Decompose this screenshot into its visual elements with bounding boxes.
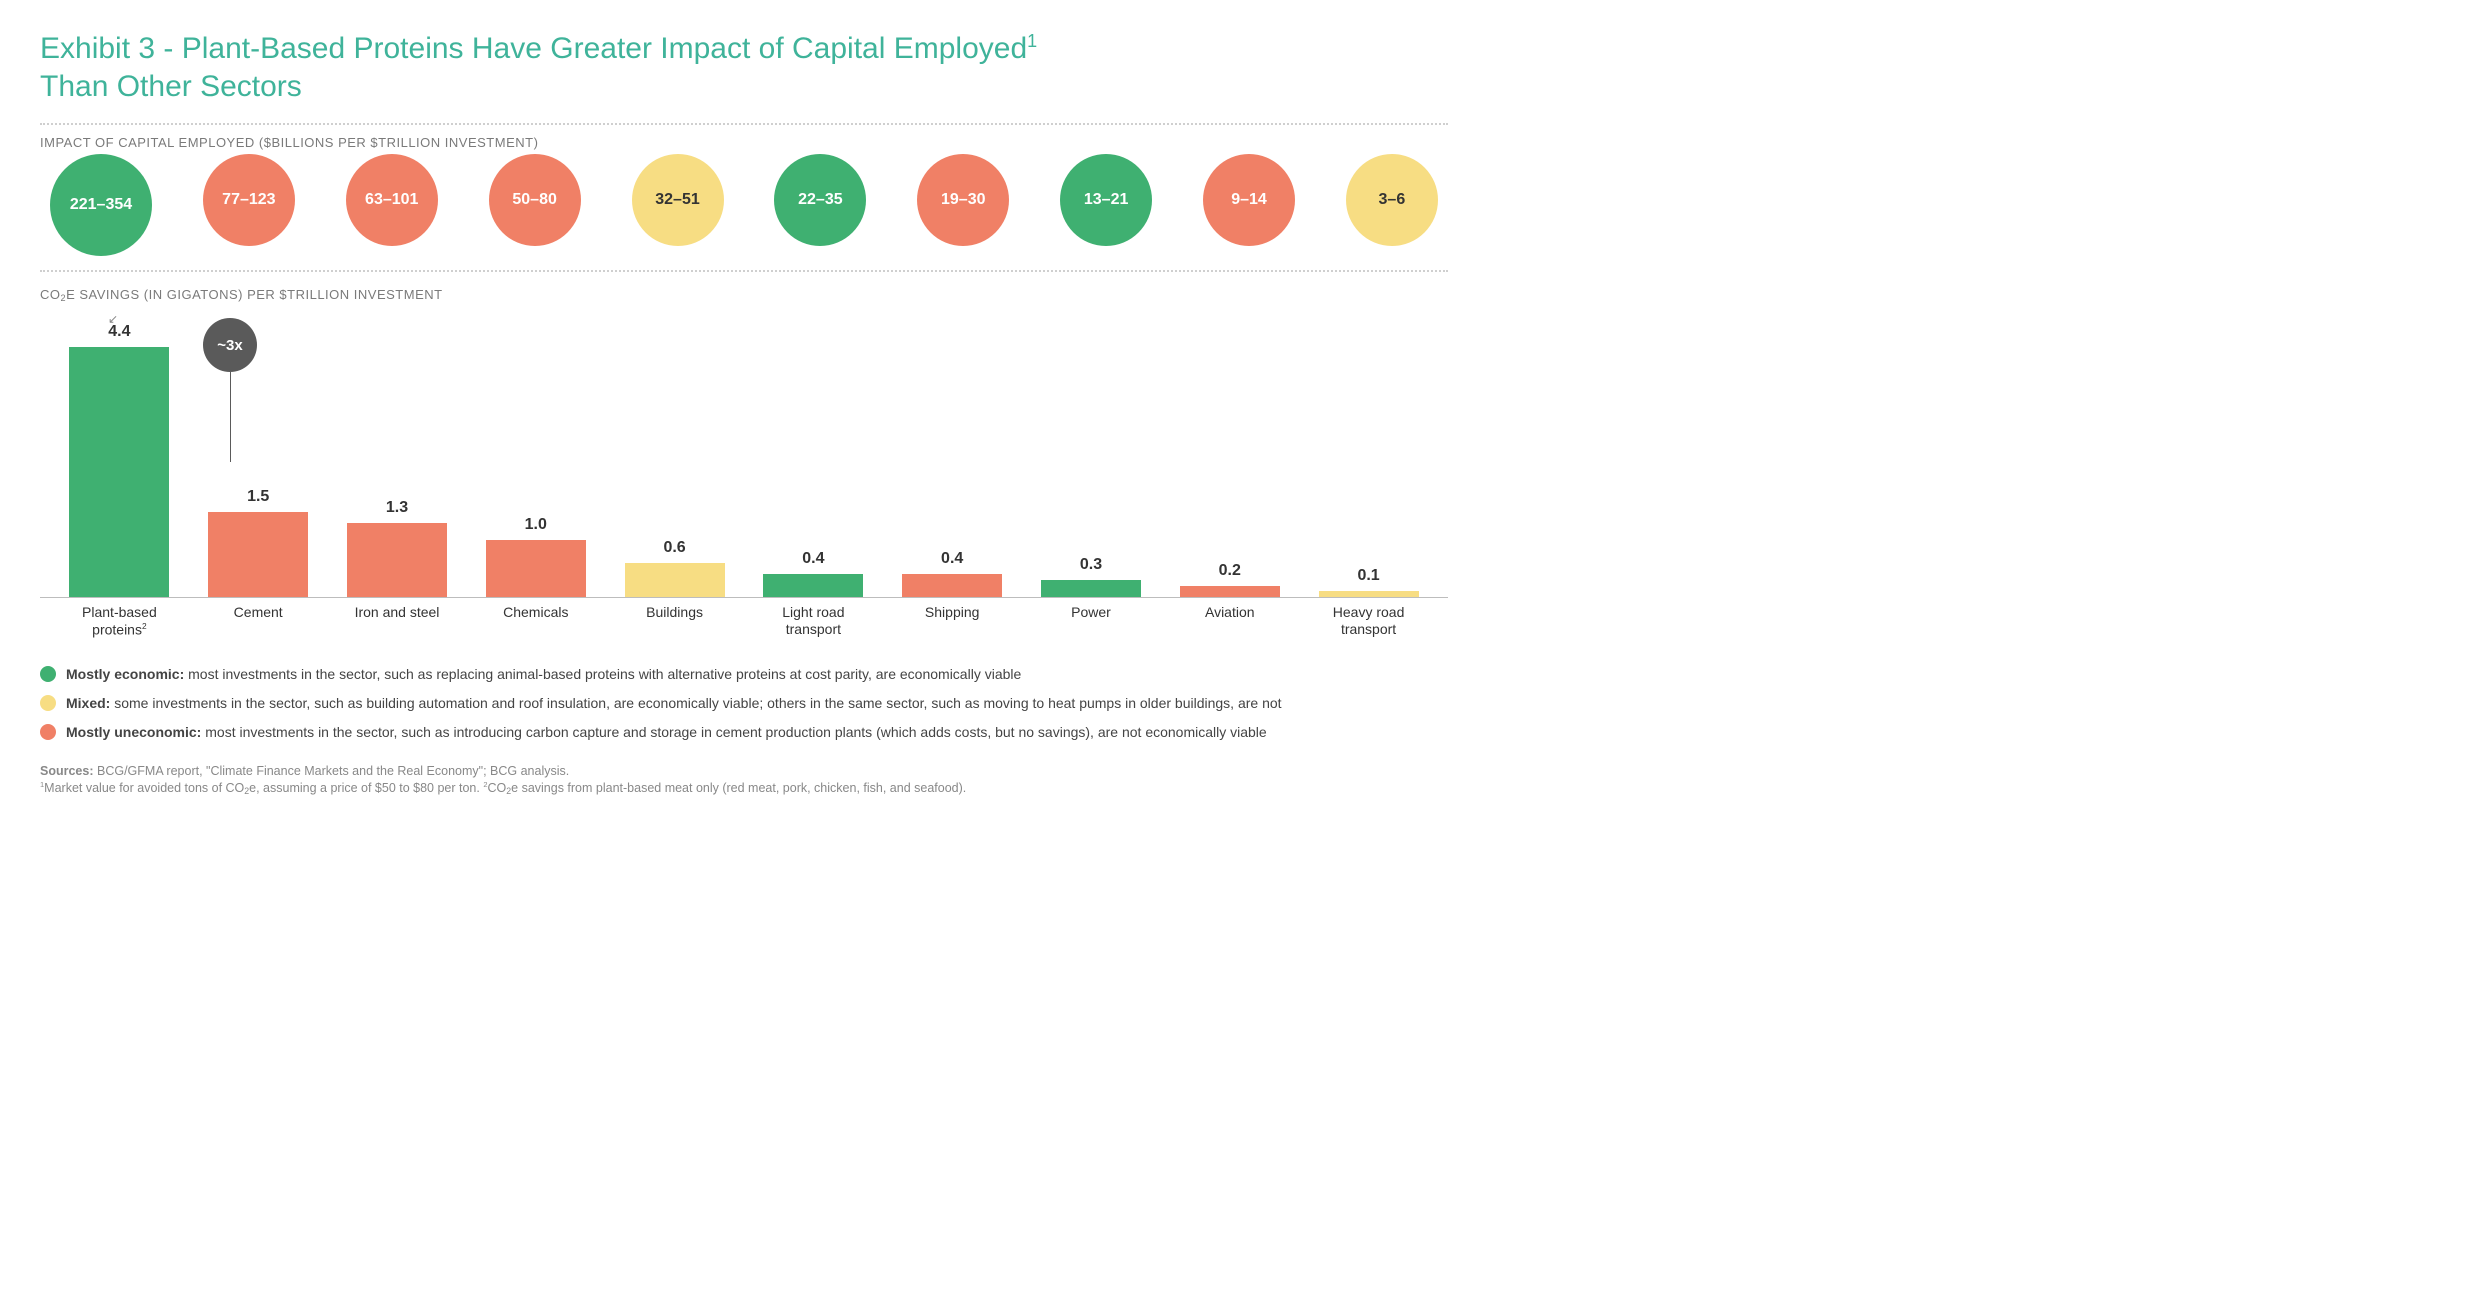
legend-row: Mixed: some investments in the sector, s…	[40, 689, 1448, 718]
bar-value-label: 1.0	[525, 516, 547, 534]
category-label: Heavy roadtransport	[1299, 604, 1438, 638]
legend-row: Mostly economic: most investments in the…	[40, 660, 1448, 689]
bar-column: 4.4	[50, 323, 189, 597]
bar-column: 1.0	[466, 516, 605, 597]
legend-dot-icon	[40, 666, 56, 682]
sources-block: Sources: BCG/GFMA report, "Climate Finan…	[40, 763, 1448, 798]
title-line2: Than Other Sectors	[40, 70, 302, 103]
category-label: Buildings	[605, 604, 744, 638]
co2-chart-label: CO2E SAVINGS (IN GIGATONS) PER $TRILLION…	[40, 287, 443, 302]
legend-row: Mostly uneconomic: most investments in t…	[40, 718, 1448, 747]
category-labels-row: Plant-basedproteins2CementIron and steel…	[40, 598, 1448, 638]
bar	[902, 574, 1002, 597]
bar	[208, 512, 308, 597]
legend-text: Mostly uneconomic: most investments in t…	[66, 723, 1267, 742]
bar	[763, 574, 863, 597]
bar-column: 0.1	[1299, 567, 1438, 597]
bar	[486, 540, 586, 597]
bar-value-label: 4.4	[108, 323, 130, 341]
impact-circle: 63–101	[346, 154, 438, 246]
bar-column: 1.5	[189, 488, 328, 597]
exhibit-title: Exhibit 3 - Plant-Based Proteins Have Gr…	[40, 30, 1448, 105]
title-line1: Exhibit 3 - Plant-Based Proteins Have Gr…	[40, 32, 1027, 65]
category-label: Plant-basedproteins2	[50, 604, 189, 638]
legend-text: Mostly economic: most investments in the…	[66, 665, 1021, 684]
bar	[1180, 586, 1280, 597]
bar-column: 0.2	[1160, 562, 1299, 597]
category-label: Aviation	[1160, 604, 1299, 638]
bar-column: 0.4	[883, 550, 1022, 597]
sources-footnote: 1Market value for avoided tons of CO2e, …	[40, 780, 1448, 798]
bar-value-label: 0.6	[663, 539, 685, 557]
bar-value-label: 0.3	[1080, 556, 1102, 574]
bar	[69, 347, 169, 597]
bar-column: 0.4	[744, 550, 883, 597]
sources-label: Sources:	[40, 764, 94, 778]
bar	[1041, 580, 1141, 597]
category-label: Iron and steel	[328, 604, 467, 638]
bar-column: 0.6	[605, 539, 744, 597]
bar-column: 1.3	[328, 499, 467, 597]
legend-text: Mixed: some investments in the sector, s…	[66, 694, 1282, 713]
impact-circle: 50–80	[489, 154, 581, 246]
bar-chart-plot: ↙ ~3x 4.41.51.31.00.60.40.40.30.20.1	[40, 308, 1448, 598]
category-label: Shipping	[883, 604, 1022, 638]
impact-circle: 32–51	[632, 154, 724, 246]
bar-value-label: 0.4	[802, 550, 824, 568]
category-label: Light roadtransport	[744, 604, 883, 638]
bar-value-label: 0.1	[1357, 567, 1379, 585]
bar	[1319, 591, 1419, 597]
impact-circle: 3–6	[1346, 154, 1438, 246]
bar	[625, 563, 725, 597]
co2-chart-section: CO2E SAVINGS (IN GIGATONS) PER $TRILLION…	[40, 278, 1448, 638]
legend-dot-icon	[40, 724, 56, 740]
category-label: Chemicals	[466, 604, 605, 638]
category-label: Cement	[189, 604, 328, 638]
category-label: Power	[1022, 604, 1161, 638]
bar-value-label: 1.3	[386, 499, 408, 517]
sources-line: Sources: BCG/GFMA report, "Climate Finan…	[40, 763, 1448, 781]
bar-value-label: 0.2	[1219, 562, 1241, 580]
bar-value-label: 1.5	[247, 488, 269, 506]
annotation-stem	[230, 372, 231, 462]
impact-section-label: IMPACT OF CAPITAL EMPLOYED ($BILLIONS PE…	[40, 135, 1448, 150]
impact-circles-row: 221–354 77–123 63–101 50–80 32–51 22–35 19–30 1…	[40, 150, 1448, 260]
bar-column: 0.3	[1022, 556, 1161, 597]
annotation-bubble: ~3x	[203, 318, 257, 372]
legend: Mostly economic: most investments in the…	[40, 660, 1448, 747]
impact-circle: 19–30	[917, 154, 1009, 246]
bar-value-label: 0.4	[941, 550, 963, 568]
legend-dot-icon	[40, 695, 56, 711]
impact-circle: 13–21	[1060, 154, 1152, 246]
bar	[347, 523, 447, 597]
title-sup: 1	[1027, 31, 1037, 51]
impact-circle: 9–14	[1203, 154, 1295, 246]
impact-circle: 22–35	[774, 154, 866, 246]
impact-circle: 221–354	[50, 154, 152, 256]
impact-circle: 77–123	[203, 154, 295, 246]
sources-text: BCG/GFMA report, "Climate Finance Market…	[97, 764, 569, 778]
impact-section: IMPACT OF CAPITAL EMPLOYED ($BILLIONS PE…	[40, 123, 1448, 272]
